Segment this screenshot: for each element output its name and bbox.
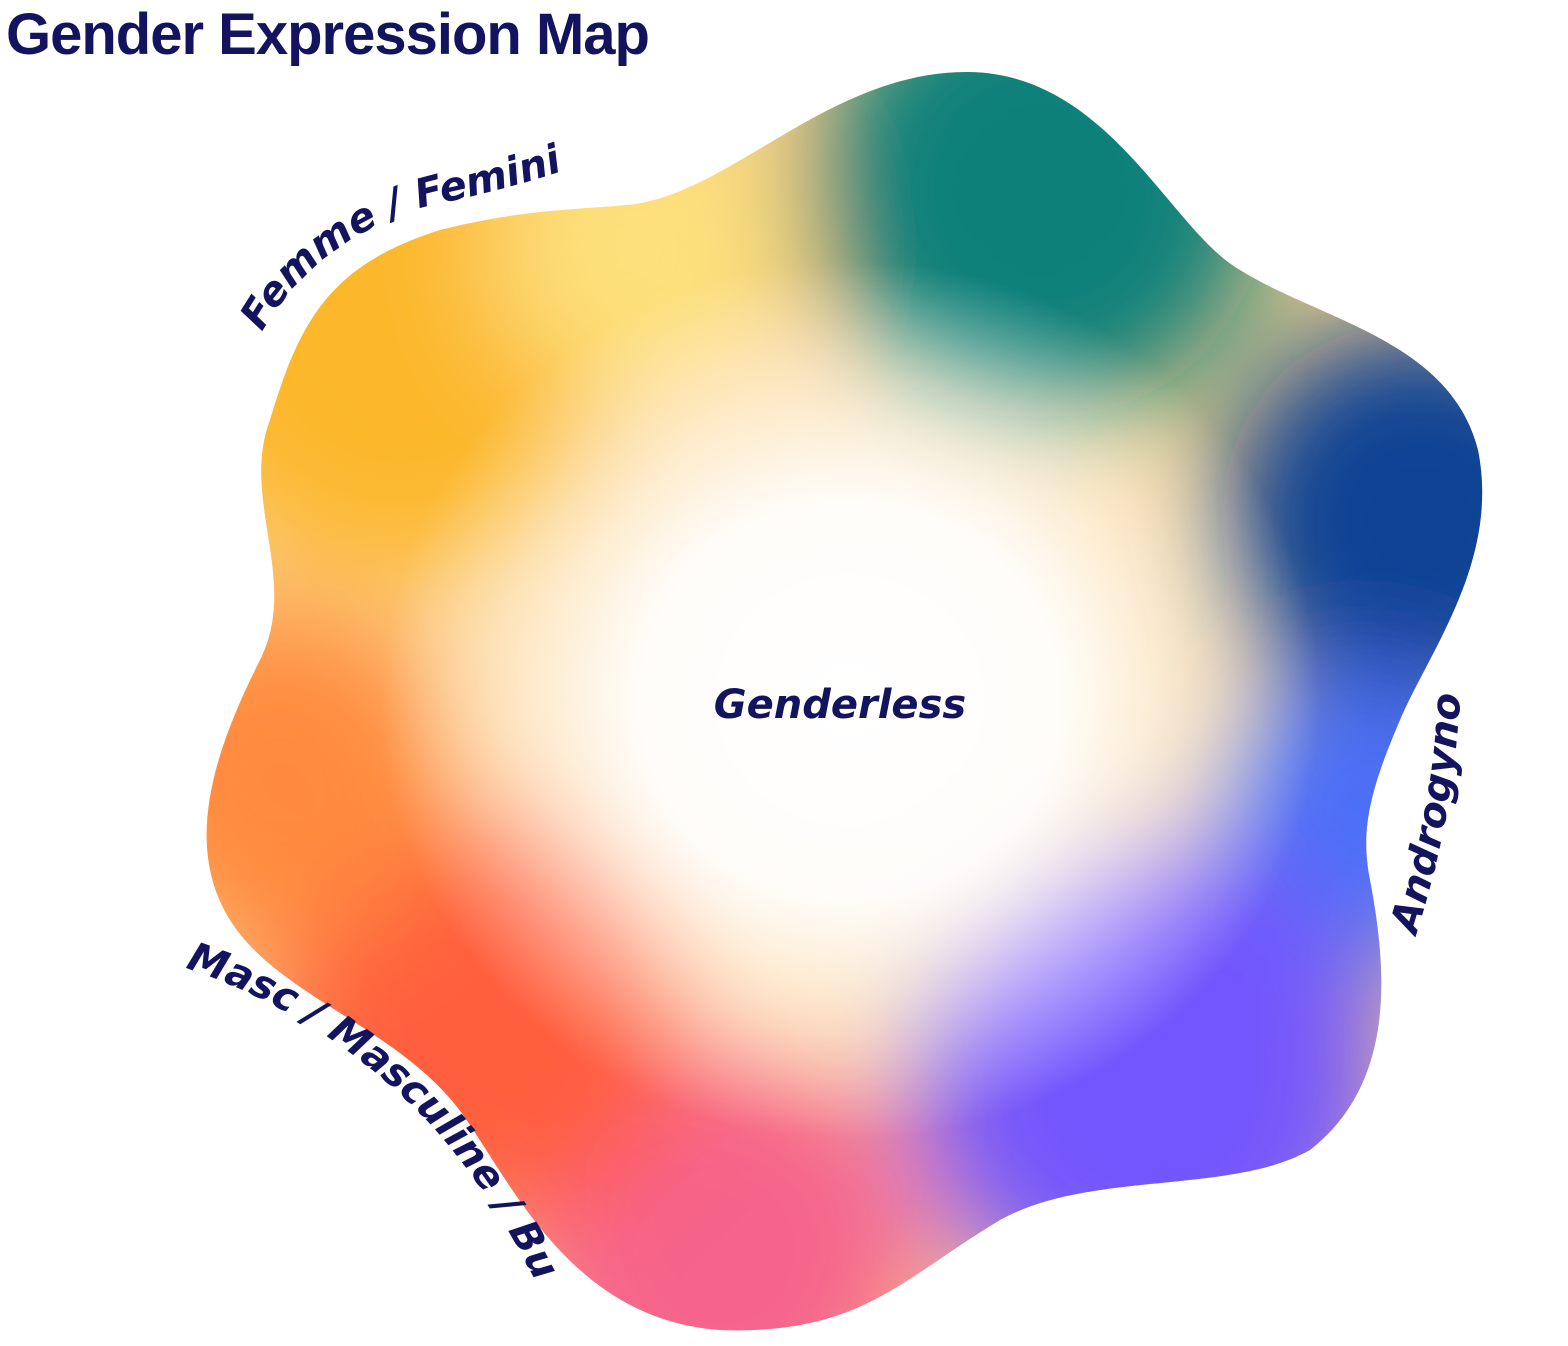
genderless-center-glow (380, 260, 1320, 1140)
genderless-label: Genderless (714, 682, 966, 728)
page-title: Gender Expression Map (6, 2, 650, 67)
masc-orange-region (206, 610, 450, 950)
androgynous-blue-region (1220, 320, 1483, 720)
